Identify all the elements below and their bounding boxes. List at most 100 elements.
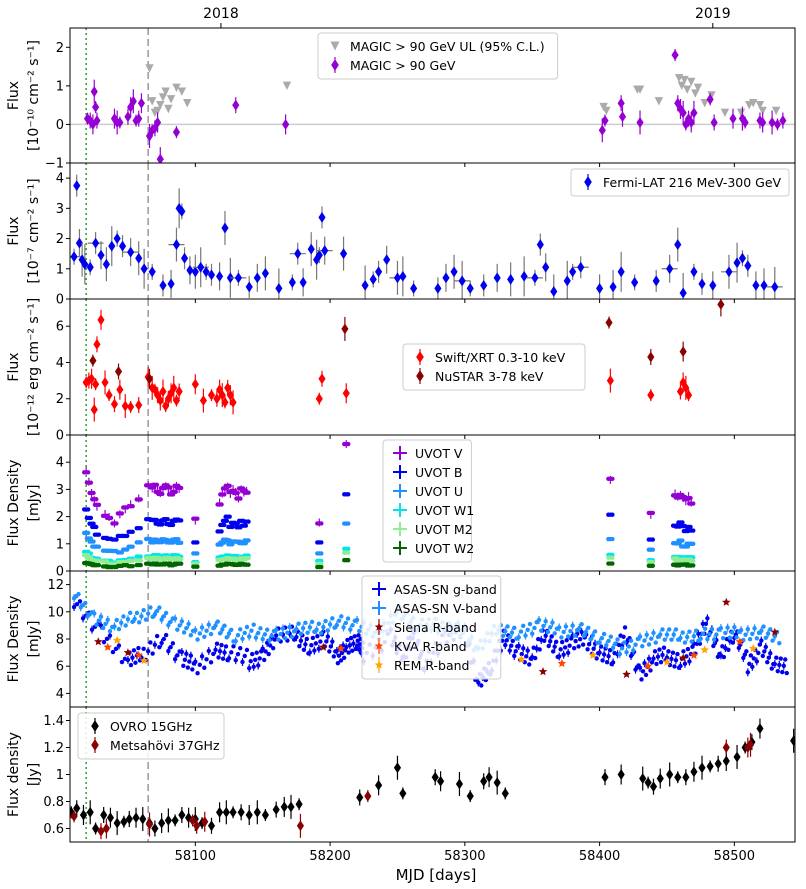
optical-point <box>760 653 766 659</box>
optical-point <box>654 661 659 667</box>
optical-point <box>619 646 625 651</box>
uvot-point <box>346 521 351 526</box>
data-marker <box>288 276 296 288</box>
optical-point <box>323 618 328 624</box>
optical-point <box>220 656 226 661</box>
uvot-point <box>114 521 119 526</box>
y-axis-label-line-1: [10⁻⁷ cm⁻² s⁻¹] <box>26 178 42 283</box>
data-marker <box>116 384 124 396</box>
uvot-point <box>178 540 184 545</box>
panel-magic: −1 0 1 2 Flux [10⁻¹⁰ cm⁻² s⁻¹] MAGIC > 90 GeV … <box>6 27 796 172</box>
r-band-star <box>722 597 731 606</box>
optical-point <box>681 649 686 654</box>
data-marker <box>375 779 383 791</box>
optical-point <box>743 632 748 637</box>
legend-marker <box>416 370 424 382</box>
data-marker <box>666 263 674 275</box>
optical-point <box>714 632 719 637</box>
uvot-point <box>680 520 685 525</box>
r-band-star <box>123 648 133 657</box>
optical-point <box>774 655 779 660</box>
data-marker <box>221 396 229 408</box>
data-marker <box>729 113 737 125</box>
optical-point <box>685 646 691 652</box>
data-marker <box>234 272 243 284</box>
r-band-star <box>112 635 122 644</box>
data-marker <box>92 378 100 390</box>
uvot-point <box>160 522 165 527</box>
optical-point <box>181 630 187 635</box>
optical-point <box>285 630 290 635</box>
optical-point <box>327 649 332 654</box>
data-marker <box>186 264 194 276</box>
optical-point <box>756 650 761 656</box>
optical-point <box>748 653 754 658</box>
optical-point <box>141 646 146 651</box>
optical-point <box>244 624 250 630</box>
legend-marker <box>91 739 99 751</box>
plot-area-optical <box>71 591 789 688</box>
data-marker <box>631 276 639 288</box>
uvot-point <box>195 540 200 545</box>
legend-box <box>570 168 790 197</box>
upper-limit-marker <box>172 83 181 92</box>
optical-point <box>648 668 653 673</box>
optical-point <box>131 648 137 653</box>
data-marker <box>106 812 114 824</box>
optical-point <box>500 633 506 639</box>
optical-point <box>507 635 512 640</box>
optical-point <box>211 651 216 657</box>
data-marker <box>87 373 96 385</box>
r-band-star <box>678 653 688 662</box>
data-marker <box>89 355 97 367</box>
legend-label: UVOT W1 <box>415 503 474 518</box>
top-tick-label-2018: 2018 <box>203 6 239 22</box>
optical-point <box>652 649 658 654</box>
data-marker <box>92 823 100 834</box>
uvot-point <box>650 559 656 565</box>
uvot-point <box>246 562 251 567</box>
optical-point <box>127 610 133 616</box>
optical-point <box>352 634 357 639</box>
optical-point <box>238 627 243 632</box>
optical-point <box>672 664 677 669</box>
data-marker <box>113 817 121 829</box>
data-marker <box>682 118 690 130</box>
optical-point <box>643 672 649 678</box>
data-marker <box>493 777 501 789</box>
optical-point <box>161 614 167 619</box>
optical-point <box>703 621 709 627</box>
plot-area-fermi <box>70 174 783 299</box>
optical-point <box>264 627 270 632</box>
uvot-point <box>610 555 615 560</box>
data-marker <box>679 287 687 299</box>
optical-point <box>639 677 644 682</box>
uvot-point <box>119 511 125 516</box>
optical-point <box>123 623 128 628</box>
data-marker <box>690 266 698 278</box>
optical-point <box>588 637 593 642</box>
data-marker <box>216 806 224 818</box>
optical-point <box>197 631 203 636</box>
optical-point <box>770 638 775 643</box>
uvot-point <box>85 507 91 512</box>
x-tick-label: 58200 <box>309 849 350 864</box>
data-marker <box>222 806 230 818</box>
data-marker <box>341 323 349 335</box>
optical-point <box>345 637 350 643</box>
optical-point <box>649 636 654 641</box>
optical-point <box>315 633 320 639</box>
data-marker <box>652 275 660 287</box>
upper-limit-marker <box>720 108 730 118</box>
data-marker <box>159 279 167 291</box>
y-tick-label: 3 <box>56 202 64 217</box>
optical-point <box>561 629 566 635</box>
y-axis-label-line-1: [Jy] <box>26 763 42 786</box>
data-marker <box>738 113 747 125</box>
data-marker <box>671 49 679 61</box>
x-tick-label: 58100 <box>175 849 216 864</box>
optical-point <box>350 623 355 628</box>
optical-point <box>335 661 341 666</box>
optical-point <box>707 631 712 637</box>
